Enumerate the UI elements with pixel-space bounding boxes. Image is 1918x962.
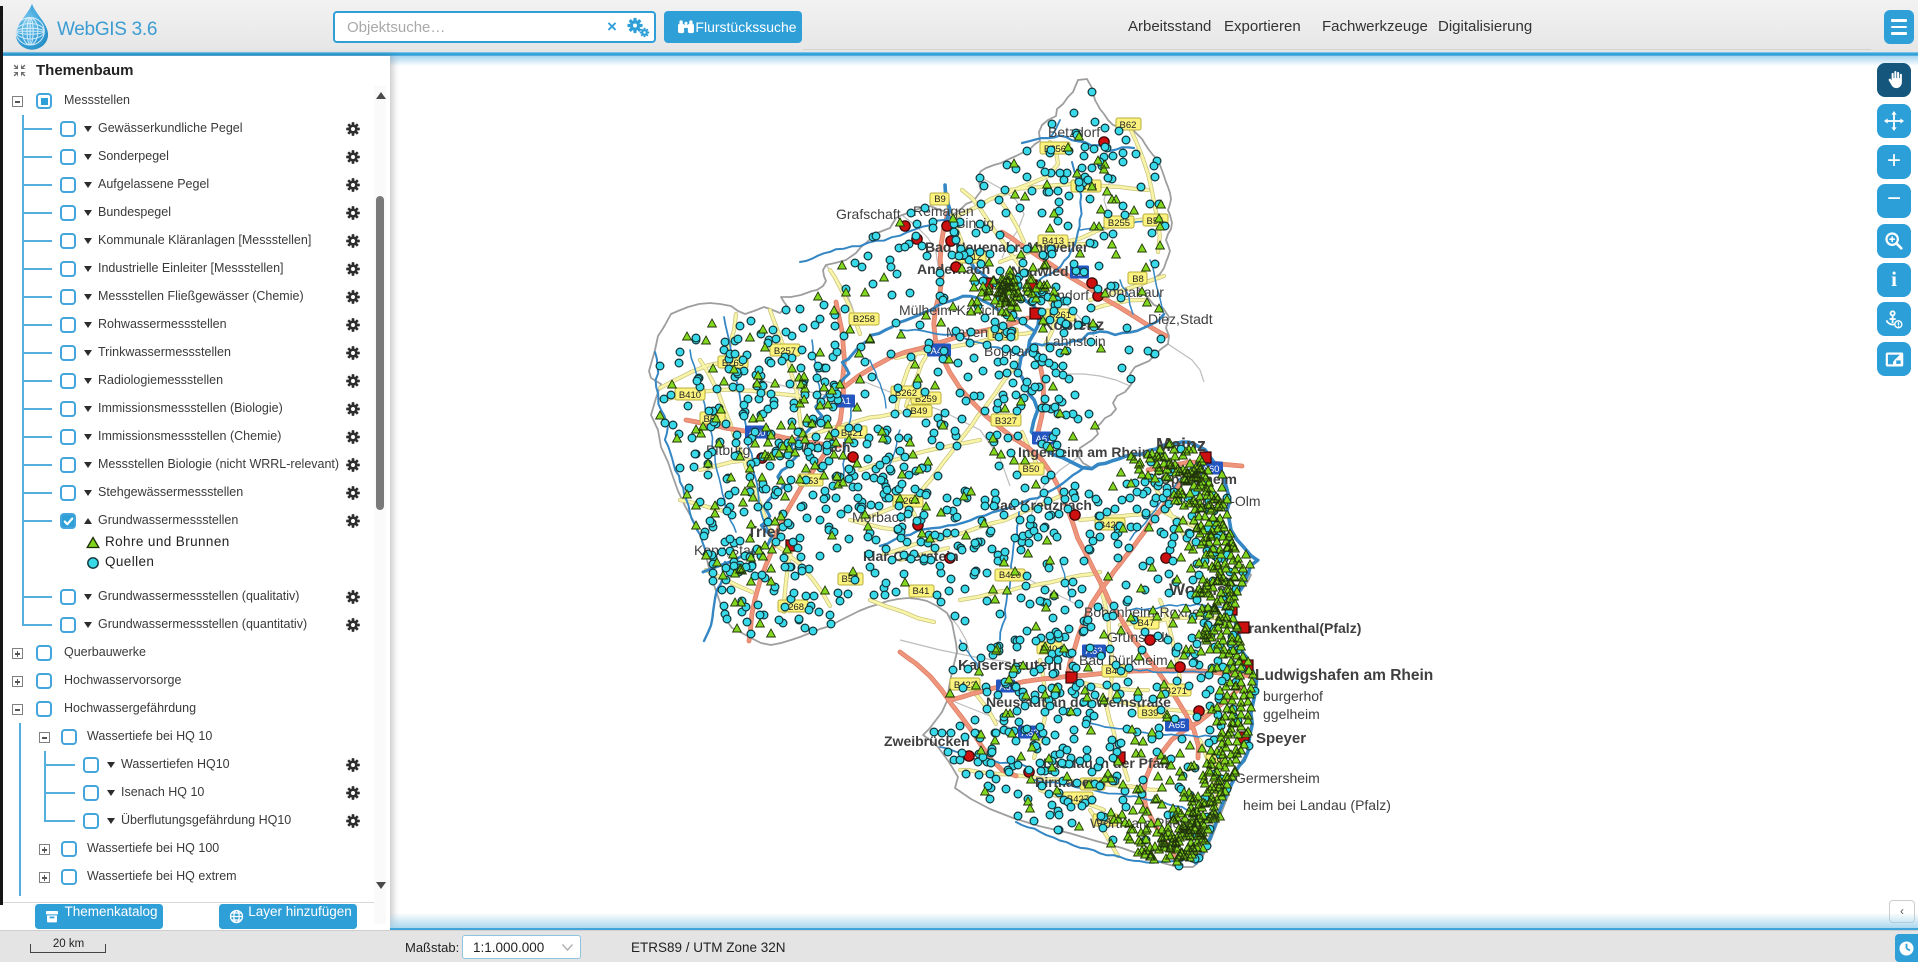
svg-text:Frankenthal(Pfalz): Frankenthal(Pfalz) (1240, 620, 1361, 636)
svg-text:B259: B259 (915, 394, 937, 405)
svg-text:B421: B421 (841, 428, 863, 439)
svg-text:B414: B414 (1075, 182, 1097, 193)
svg-text:Speyer: Speyer (1256, 730, 1306, 747)
svg-text:B269: B269 (897, 496, 919, 507)
svg-text:B38: B38 (1097, 816, 1114, 827)
svg-text:A60: A60 (1203, 464, 1220, 475)
svg-text:B49: B49 (911, 406, 928, 417)
svg-text:A62: A62 (1022, 728, 1039, 739)
svg-text:Zweibrücken: Zweibrücken (884, 733, 970, 749)
svg-text:heim bei Landau (Pfalz): heim bei Landau (Pfalz) (1243, 797, 1391, 813)
svg-text:burgerhof: burgerhof (1263, 688, 1323, 704)
svg-text:A65: A65 (1169, 720, 1186, 731)
svg-text:A63: A63 (1086, 646, 1103, 657)
svg-text:B257: B257 (774, 346, 796, 357)
svg-text:A1: A1 (839, 396, 851, 407)
svg-text:B258: B258 (853, 314, 875, 325)
svg-text:Germersheim: Germersheim (1235, 770, 1320, 786)
svg-text:B48: B48 (1106, 666, 1123, 677)
svg-text:B62: B62 (1120, 120, 1137, 131)
svg-text:B50: B50 (1023, 464, 1040, 475)
svg-text:Diez,Stadt: Diez,Stadt (1148, 311, 1213, 327)
svg-text:B9: B9 (934, 194, 946, 205)
svg-text:B39: B39 (1142, 708, 1159, 719)
svg-text:A61: A61 (1036, 434, 1053, 445)
svg-text:B265: B265 (722, 358, 744, 369)
svg-text:Bad Dürkheim: Bad Dürkheim (1079, 652, 1168, 668)
svg-text:A48: A48 (931, 346, 948, 357)
svg-text:B427: B427 (1067, 794, 1089, 805)
svg-text:B8: B8 (1132, 274, 1144, 285)
svg-text:B255: B255 (1108, 218, 1130, 229)
svg-text:B262: B262 (895, 388, 917, 399)
svg-text:B52: B52 (842, 574, 859, 585)
svg-text:ggelheim: ggelheim (1263, 706, 1320, 722)
svg-text:Grafschaft: Grafschaft (836, 206, 901, 222)
svg-text:B327: B327 (995, 416, 1017, 427)
svg-text:B410: B410 (679, 390, 701, 401)
svg-text:B271: B271 (1165, 686, 1187, 697)
svg-text:B428: B428 (1099, 520, 1121, 531)
svg-text:Boppard: Boppard (984, 343, 1037, 359)
svg-text:B420: B420 (999, 570, 1021, 581)
svg-text:B47: B47 (1138, 618, 1155, 629)
svg-text:B413: B413 (1042, 236, 1064, 247)
svg-text:B268: B268 (782, 602, 804, 613)
svg-text:B261: B261 (1049, 310, 1071, 321)
svg-text:Ludwigshafen am Rhein: Ludwigshafen am Rhein (1255, 667, 1433, 684)
svg-text:B41: B41 (913, 586, 930, 597)
